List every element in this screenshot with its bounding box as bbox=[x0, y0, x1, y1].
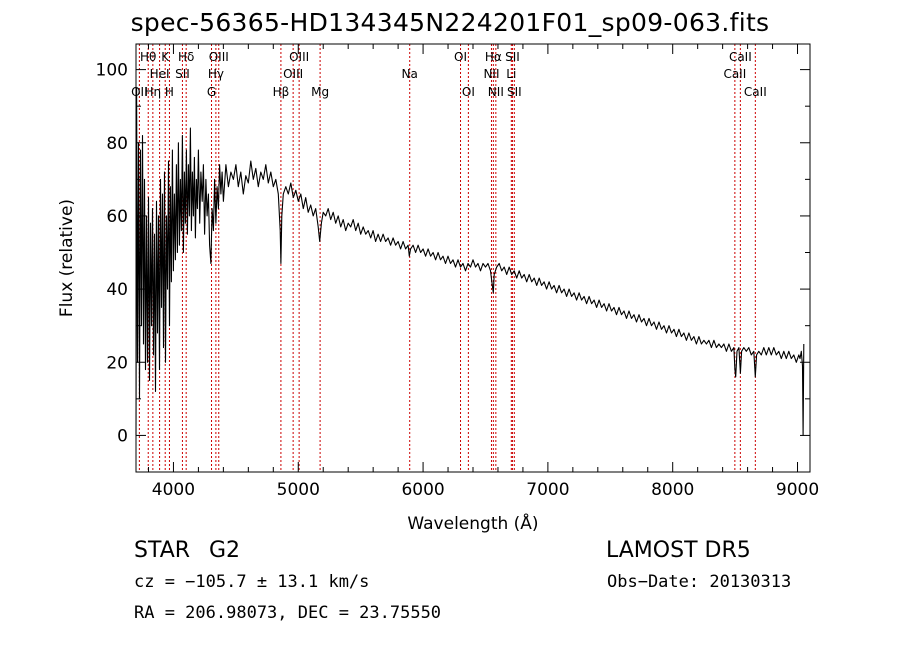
marker-label: OI bbox=[454, 50, 467, 64]
x-tick-label: 6000 bbox=[401, 480, 444, 500]
spectrum-line bbox=[135, 87, 805, 436]
y-tick-label: 100 bbox=[96, 61, 128, 81]
marker-label: Hα bbox=[485, 50, 502, 64]
y-tick-label: 60 bbox=[106, 207, 128, 227]
marker-label: CaII bbox=[744, 85, 767, 99]
spectrum-series bbox=[135, 87, 805, 436]
marker-label: Hη bbox=[145, 85, 162, 99]
marker-label: OII bbox=[131, 85, 148, 99]
marker-label: NII bbox=[488, 85, 504, 99]
marker-label: Hβ bbox=[273, 85, 290, 99]
marker-label: SII bbox=[507, 85, 522, 99]
y-tick-label: 0 bbox=[117, 426, 128, 446]
marker-label: SII bbox=[505, 50, 520, 64]
y-tick-label: 80 bbox=[106, 134, 128, 154]
obs-date: Obs−Date: 20130313 bbox=[607, 572, 792, 592]
velocity-readout: cz = −105.7 ± 13.1 km/s bbox=[134, 572, 370, 592]
marker-label: OIII bbox=[289, 50, 309, 64]
marker-label: OIII bbox=[283, 67, 303, 81]
marker-label: OIII bbox=[209, 50, 229, 64]
x-tick-label: 4000 bbox=[152, 480, 195, 500]
marker-label: Na bbox=[402, 67, 418, 81]
x-tick-label: 5000 bbox=[277, 480, 320, 500]
marker-label: Mg bbox=[311, 85, 329, 99]
x-tick-label: 9000 bbox=[776, 480, 819, 500]
marker-label: Hγ bbox=[208, 67, 224, 81]
y-axis-label: Flux (relative) bbox=[57, 199, 77, 317]
marker-label: HeI bbox=[150, 67, 170, 81]
x-tick-label: 8000 bbox=[651, 480, 694, 500]
marker-label: CaII bbox=[723, 67, 746, 81]
x-tick-label: 7000 bbox=[526, 480, 569, 500]
marker-label: G bbox=[207, 85, 216, 99]
y-tick-label: 40 bbox=[106, 280, 128, 300]
object-class: G2 bbox=[209, 538, 241, 563]
marker-label: SII bbox=[175, 67, 190, 81]
marker-label: NII bbox=[483, 67, 499, 81]
axis-ticks: 4000 5000 6000 7000 8000 9000 0 20 40 60 80 100 bbox=[96, 44, 819, 500]
coordinates: RA = 206.98073, DEC = 23.75550 bbox=[134, 603, 442, 623]
x-axis-label: Wavelength (Å) bbox=[407, 512, 538, 534]
marker-label: Hδ bbox=[178, 50, 194, 64]
marker-labels: OII Hθ Hη HeI K H Hδ SII OIII Hγ G Hβ OIII OIII Mg Na OI… bbox=[131, 50, 767, 99]
marker-label: K bbox=[161, 50, 170, 64]
plot-frame bbox=[135, 43, 811, 473]
marker-label: CaII bbox=[729, 50, 752, 64]
object-type: STAR bbox=[134, 538, 191, 563]
marker-label: Hθ bbox=[140, 50, 156, 64]
marker-label: OI bbox=[462, 85, 475, 99]
marker-label: Li bbox=[506, 67, 516, 81]
marker-label: H bbox=[165, 85, 174, 99]
y-tick-label: 20 bbox=[106, 353, 128, 373]
survey-name: LAMOST DR5 bbox=[606, 538, 751, 563]
chart-title: spec-56365-HD134345N224201F01_sp09-063.f… bbox=[130, 8, 770, 37]
